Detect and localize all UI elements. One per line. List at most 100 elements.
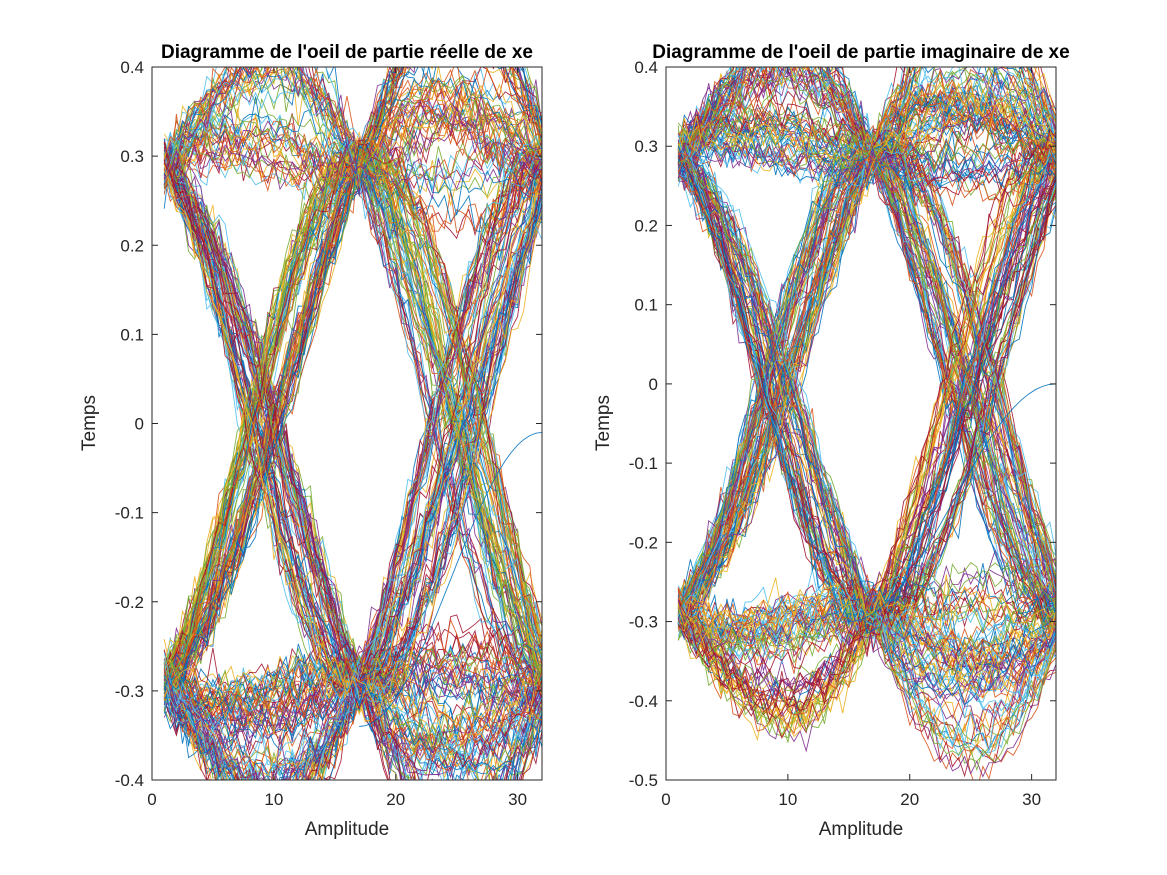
- y-tick-label: 0.1: [120, 325, 144, 344]
- eye-trace: [163, 175, 542, 780]
- eye-trace: [677, 598, 1056, 719]
- eye-trace: [163, 642, 542, 711]
- x-tick-label: 0: [147, 790, 156, 809]
- tick-labels-real: 0 10 20 30 -0.4 -0.3 -0.2 -0.1 0 0.1 0.2 0.3 0.4: [115, 58, 542, 809]
- title-real-part: Diagramme de l'oeil de partie réelle de …: [161, 42, 533, 63]
- eye-trace: [163, 94, 542, 193]
- eye-trace: [164, 150, 542, 780]
- eye-trace: [678, 146, 1056, 754]
- axes-frame: [665, 66, 1057, 781]
- eye-trace: [163, 204, 542, 780]
- y-tick-label: 0.4: [634, 58, 658, 77]
- eye-trace: [678, 67, 1056, 617]
- eye-trace: [163, 220, 542, 780]
- tick-labels-imag: 0 10 20 30 -0.5 -0.4 -0.3 -0.2 -0.1 0 0.1 0.2 0.3 0.4: [629, 58, 1056, 809]
- eye-trace: [677, 102, 1056, 165]
- eye-trace: [163, 104, 542, 701]
- y-tick-label: -0.1: [115, 504, 144, 523]
- subplot-real-part: Diagramme de l'oeil de partie réelle de …: [79, 42, 543, 840]
- eye-trace: [677, 149, 1056, 743]
- eye-trace: [163, 163, 542, 717]
- eye-traces-imag: [677, 67, 1056, 780]
- eye-trace: [677, 70, 1056, 178]
- eye-trace: [677, 144, 1056, 628]
- eye-trace: [677, 89, 1056, 631]
- eye-trace: [678, 67, 1056, 189]
- eye-trace: [164, 165, 542, 675]
- eye-trace: [677, 147, 1056, 690]
- eye-trace: [677, 67, 1056, 590]
- stray-trace: [848, 383, 1056, 623]
- eye-trace: [163, 152, 542, 780]
- x-tick-label: 20: [386, 790, 405, 809]
- eye-trace: [163, 99, 542, 698]
- title-imag-part: Diagramme de l'oeil de partie imaginaire…: [652, 42, 1069, 63]
- y-tick-label: -0.2: [115, 593, 144, 612]
- eye-trace: [163, 171, 542, 698]
- subplot-imag-part: Diagramme de l'oeil de partie imaginaire…: [593, 42, 1070, 840]
- eye-trace: [163, 159, 542, 780]
- eye-trace: [677, 67, 1056, 618]
- eye-trace: [163, 141, 542, 688]
- eye-trace: [163, 154, 542, 780]
- eye-trace: [163, 153, 542, 753]
- eye-trace: [677, 162, 1056, 706]
- eye-trace: [163, 156, 542, 780]
- eye-trace: [677, 573, 1056, 673]
- eye-trace: [163, 98, 542, 690]
- stray-trace: [359, 431, 542, 727]
- eye-trace: [677, 67, 1056, 616]
- eye-trace: [163, 100, 542, 191]
- x-tick-label: 10: [264, 790, 283, 809]
- eye-trace: [677, 106, 1056, 166]
- eye-trace: [677, 67, 1056, 171]
- y-axis-label-real: Temps: [79, 395, 100, 451]
- eye-trace: [163, 83, 542, 175]
- eye-trace: [678, 145, 1056, 692]
- eye-trace: [163, 75, 542, 691]
- eye-trace: [678, 173, 1056, 778]
- eye-trace: [164, 151, 542, 780]
- eye-trace: [163, 655, 542, 740]
- eye-trace: [677, 67, 1056, 630]
- y-tick-label: -0.4: [629, 692, 658, 711]
- y-tick-label: -0.2: [629, 533, 658, 552]
- y-tick-label: -0.3: [629, 613, 658, 632]
- y-tick-label: -0.5: [629, 771, 658, 790]
- eye-trace: [163, 143, 542, 673]
- eye-trace: [677, 76, 1056, 163]
- x-axis-label-real: Amplitude: [305, 819, 390, 840]
- eye-trace: [677, 142, 1056, 733]
- x-tick-label: 20: [900, 790, 919, 809]
- x-tick-label: 30: [1022, 790, 1041, 809]
- eye-trace: [677, 605, 1056, 674]
- eye-trace: [678, 67, 1056, 623]
- eye-trace: [677, 67, 1056, 605]
- eye-trace: [677, 164, 1056, 730]
- y-tick-label: 0.2: [120, 236, 144, 255]
- y-tick-label: 0.4: [120, 58, 144, 77]
- axes-frame: [151, 66, 543, 781]
- y-tick-label: 0.1: [634, 296, 658, 315]
- eye-trace: [163, 654, 542, 775]
- eye-trace: [677, 128, 1056, 723]
- eye-trace: [677, 581, 1056, 662]
- eye-trace: [677, 150, 1056, 625]
- y-axis-label-imag: Temps: [593, 395, 614, 451]
- y-tick-label: -0.4: [115, 771, 144, 790]
- eye-trace: [677, 188, 1056, 713]
- eye-trace: [163, 83, 542, 679]
- eye-trace: [677, 144, 1056, 615]
- eye-trace: [677, 67, 1056, 625]
- eye-traces-real: [163, 67, 542, 780]
- eye-trace: [677, 155, 1056, 623]
- eye-trace: [677, 145, 1056, 720]
- eye-trace: [163, 660, 542, 758]
- x-tick-label: 0: [661, 790, 670, 809]
- y-tick-label: 0.2: [634, 216, 658, 235]
- x-tick-label: 30: [508, 790, 527, 809]
- eye-trace: [677, 185, 1056, 725]
- eye-trace: [163, 141, 542, 688]
- eye-trace: [677, 156, 1056, 636]
